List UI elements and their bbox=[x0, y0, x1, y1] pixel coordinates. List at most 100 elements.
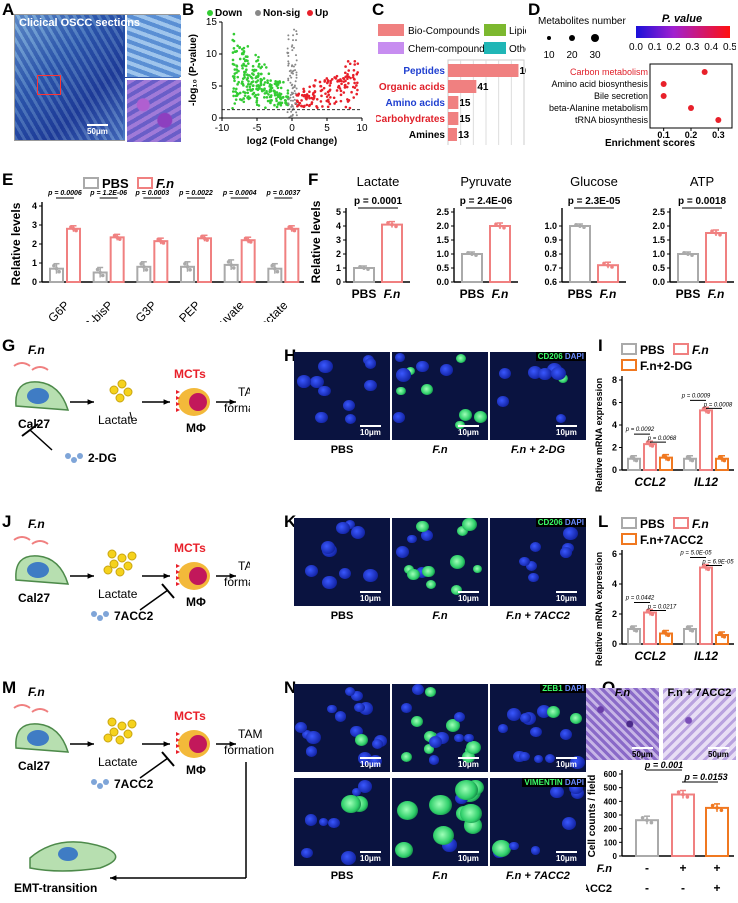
point-down bbox=[247, 62, 250, 65]
y-tick-label: 0.9 bbox=[544, 235, 557, 245]
inhibitor-label: 7ACC2 bbox=[114, 609, 154, 623]
legend-lipids: Lipids bbox=[509, 26, 526, 37]
point-up bbox=[303, 104, 306, 108]
size-10: 10 bbox=[543, 50, 555, 61]
point-up bbox=[356, 62, 360, 65]
y-tick-label: 4 bbox=[32, 201, 37, 211]
panel-i-svg: PBS F.nF.n+2-DG 0 2 4 6 8 Relative mRNA express… bbox=[594, 343, 734, 492]
point-down bbox=[236, 83, 239, 86]
stained-cell bbox=[472, 564, 483, 574]
point-up bbox=[329, 81, 332, 85]
data-point bbox=[98, 270, 102, 275]
category-label: F-1,6-bisP bbox=[67, 298, 116, 322]
scale-bar: 10μm bbox=[458, 757, 479, 769]
bar bbox=[461, 253, 483, 283]
panel-label-m: M bbox=[2, 678, 17, 697]
y-tick-label: 10 bbox=[206, 49, 218, 60]
point-down bbox=[246, 96, 249, 99]
point-up bbox=[328, 102, 332, 106]
point-up bbox=[337, 79, 340, 82]
x-axis-label: Enrichment scores bbox=[605, 138, 695, 148]
nucleus bbox=[420, 529, 434, 541]
transwell-scale-1: 50μm bbox=[632, 747, 653, 759]
y-tick-label: 2 bbox=[612, 609, 617, 619]
mcts-label: MCTs bbox=[174, 367, 206, 381]
p-value: p = 0.0022 bbox=[178, 190, 213, 197]
point-up bbox=[339, 99, 343, 103]
point-down bbox=[241, 80, 244, 84]
point-up bbox=[355, 84, 358, 87]
p-value: p = 2.3E-05 bbox=[568, 196, 621, 207]
point-down bbox=[246, 59, 249, 63]
legend-fn: F.n bbox=[692, 343, 709, 357]
lactate-dot-icon bbox=[123, 561, 133, 571]
point-down bbox=[257, 62, 261, 66]
point-down bbox=[267, 93, 270, 96]
chart-title: Lactate bbox=[357, 174, 400, 189]
data-point bbox=[69, 225, 73, 229]
macrophage-nucleus bbox=[189, 393, 207, 411]
stained-cell bbox=[410, 716, 423, 728]
legend-up: Up bbox=[315, 8, 328, 19]
point-down bbox=[246, 91, 250, 95]
point-nonsig bbox=[292, 39, 295, 42]
point-up bbox=[322, 86, 326, 90]
lactate-dot-icon bbox=[109, 559, 119, 569]
point-up bbox=[334, 100, 338, 104]
arrow-to-lactate-head bbox=[87, 573, 94, 579]
data-point bbox=[159, 239, 163, 243]
transwell-images: F.n F.n + 7ACC2 50μm 50μm bbox=[586, 687, 736, 760]
point-down bbox=[262, 83, 266, 86]
tam-label-2: formation bbox=[224, 575, 250, 589]
h-image-1: 10μm bbox=[294, 352, 390, 440]
point-nonsig bbox=[286, 47, 289, 50]
point-down bbox=[246, 45, 250, 48]
data-point bbox=[650, 444, 655, 448]
x-tick-label: -5 bbox=[253, 123, 262, 134]
stained-cell bbox=[458, 408, 473, 422]
cal27-label: Cal27 bbox=[18, 417, 50, 431]
panel-label-h: H bbox=[284, 346, 297, 365]
lactate-dot-icon bbox=[117, 553, 127, 563]
point-down bbox=[241, 66, 244, 70]
point-up bbox=[305, 93, 309, 96]
stained-cell bbox=[396, 800, 418, 820]
point-down bbox=[257, 55, 260, 59]
point-up bbox=[316, 106, 319, 109]
point-nonsig bbox=[291, 83, 294, 86]
point-up bbox=[296, 99, 299, 103]
scale-bar: 10μm bbox=[556, 425, 577, 437]
arrow-to-macrophage-head bbox=[163, 741, 170, 747]
data-point bbox=[634, 458, 639, 463]
nucleus bbox=[412, 684, 425, 696]
lactate-label: Lactate bbox=[98, 413, 138, 427]
nucleus bbox=[353, 702, 365, 713]
stained-cell bbox=[340, 794, 362, 814]
colorbar-tick: 0.4 bbox=[704, 42, 718, 53]
y-tick-label: 4 bbox=[612, 420, 617, 430]
y-tick-label: 0 bbox=[612, 465, 617, 475]
data-point bbox=[650, 612, 655, 617]
panel-c-chart: Bio-Compounds Lipids Chem-compounds Othe… bbox=[374, 20, 539, 147]
y-tick-label: 0 bbox=[211, 113, 217, 124]
lactate-dot-icon bbox=[115, 567, 125, 577]
legend-pbs: PBS bbox=[640, 343, 665, 357]
nucleus bbox=[550, 785, 564, 799]
y-tick-label: 0.5 bbox=[652, 263, 665, 273]
point-down bbox=[244, 64, 248, 68]
point-down bbox=[276, 103, 280, 106]
panel-label-i: I bbox=[598, 336, 603, 355]
nucleus bbox=[358, 780, 373, 793]
nucleus bbox=[464, 733, 474, 742]
point-down bbox=[242, 62, 245, 66]
stained-cell bbox=[460, 803, 482, 824]
y-tick-label: 2.0 bbox=[436, 221, 449, 231]
scale-bar: 10μm bbox=[556, 591, 577, 603]
panel-label-a: A bbox=[2, 0, 15, 19]
category-label: Peptides bbox=[403, 66, 445, 77]
point-nonsig bbox=[287, 98, 290, 101]
category-label: CCL2 bbox=[634, 649, 666, 663]
point-up bbox=[344, 75, 347, 79]
point-nonsig bbox=[290, 76, 293, 79]
point-down bbox=[273, 103, 276, 107]
